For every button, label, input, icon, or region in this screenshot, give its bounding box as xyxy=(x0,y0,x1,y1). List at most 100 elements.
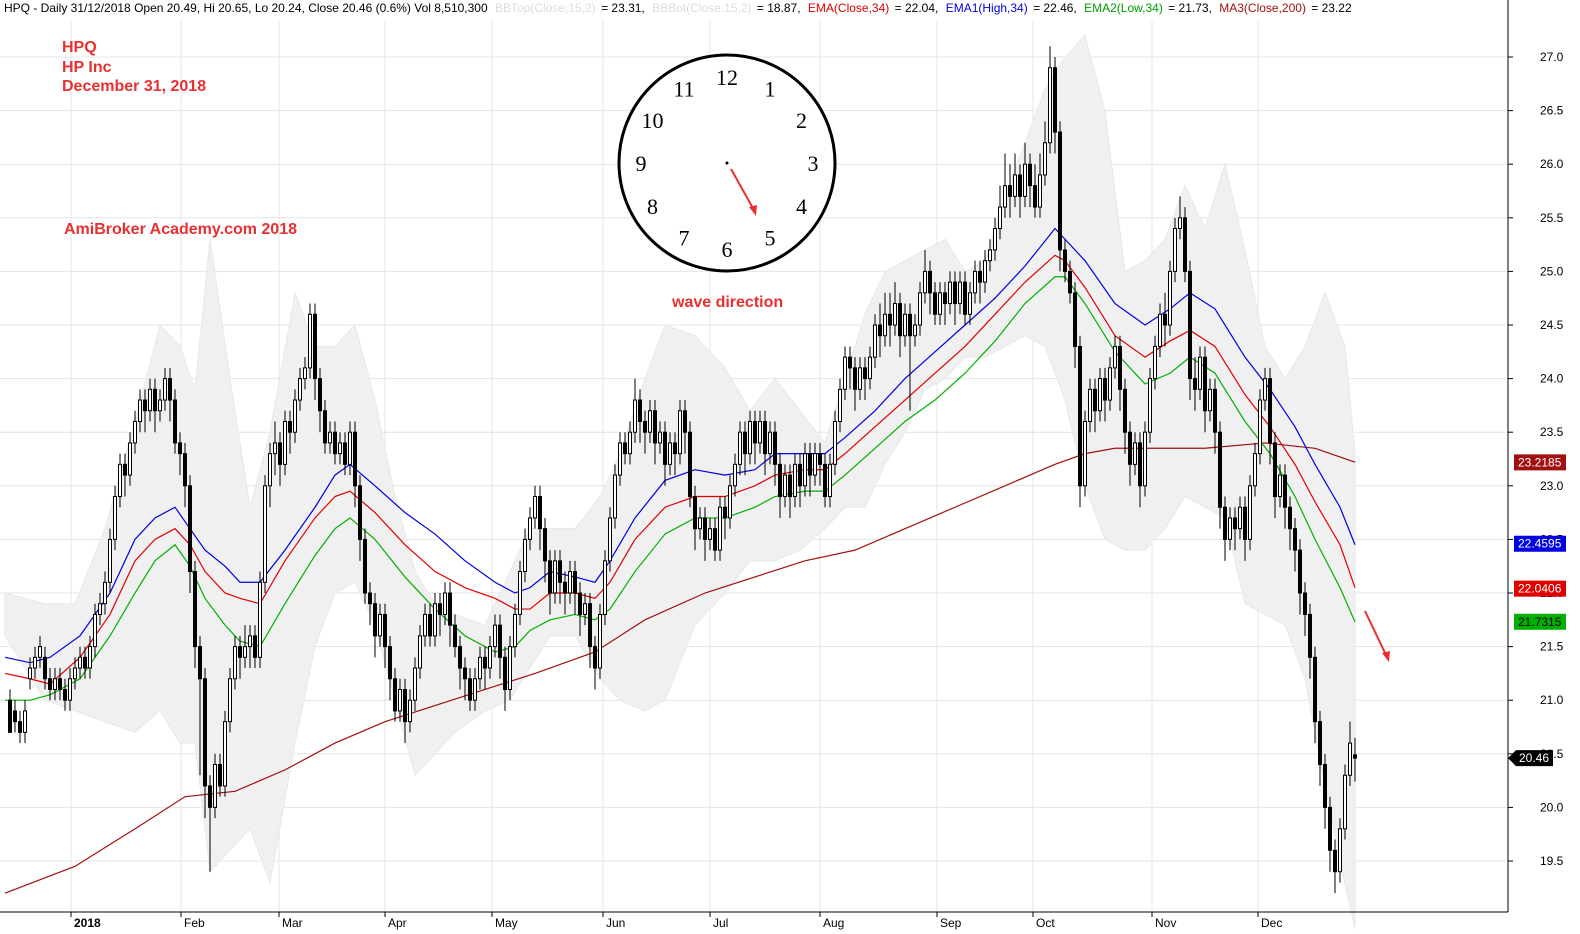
candle-body xyxy=(798,463,802,487)
watermark-label: AmiBroker Academy.com 2018 xyxy=(64,221,297,238)
candle-body xyxy=(503,656,507,690)
candle-body xyxy=(1238,506,1242,530)
candle-body xyxy=(393,678,397,712)
candle-body xyxy=(228,678,232,723)
candle-body xyxy=(1133,442,1137,465)
candle-body xyxy=(343,442,347,465)
candle-body xyxy=(203,678,207,787)
candle-body xyxy=(1178,217,1182,230)
candle-body xyxy=(888,313,892,326)
candle-body xyxy=(483,656,487,669)
candle-body xyxy=(313,313,317,380)
candle-body xyxy=(218,764,222,787)
candle-body xyxy=(818,453,822,465)
x-axis-months: 2018 Feb Mar Apr May Jun Jul Aug Sep Oct Nov Dec xyxy=(70,912,1282,930)
candle-body xyxy=(213,764,217,808)
candle-body xyxy=(1128,431,1132,465)
candle-body xyxy=(913,324,917,337)
candle-body xyxy=(803,453,807,487)
candle-body xyxy=(903,313,907,337)
y-tick-label: 21.5 xyxy=(1540,640,1564,654)
clock-number: 9 xyxy=(636,151,647,176)
candle-body xyxy=(433,603,437,637)
value-tags: 23.2185 22.4595 22.0406 21.7315 20.46 xyxy=(1508,454,1566,767)
x-tick-label: Apr xyxy=(388,916,407,930)
candle-body xyxy=(1048,67,1052,144)
candle-body xyxy=(1198,356,1202,390)
header-bbtop-value: = 23.31, xyxy=(601,1,645,15)
candle-body xyxy=(523,538,527,573)
candle-body xyxy=(1223,506,1227,540)
candle-body xyxy=(488,646,492,669)
candle-body xyxy=(153,388,157,412)
candle-body xyxy=(1348,742,1352,776)
candle-body xyxy=(848,356,852,369)
clock-number: 1 xyxy=(765,77,776,102)
value-tag-box xyxy=(1514,454,1566,471)
value-tag-close: 20.46 xyxy=(1508,750,1553,767)
candle-body xyxy=(923,270,927,294)
candle-body xyxy=(1173,228,1177,272)
y-tick-label: 20.0 xyxy=(1540,800,1564,814)
candle-body xyxy=(113,496,117,540)
candle-body xyxy=(753,420,757,444)
candle-body xyxy=(28,667,32,680)
candle-body xyxy=(18,721,22,733)
candle-body xyxy=(1163,313,1167,326)
candle-body xyxy=(1023,163,1027,197)
candle-body xyxy=(1333,849,1337,873)
candle-body xyxy=(348,431,352,465)
candle-body xyxy=(208,785,212,808)
candle-body xyxy=(718,506,722,551)
candle-body xyxy=(583,603,587,615)
candle-body xyxy=(1213,388,1217,433)
candle-body xyxy=(193,571,197,648)
candle-body xyxy=(1123,388,1127,433)
x-tick-label: Mar xyxy=(282,916,303,930)
candle-body xyxy=(1148,378,1152,433)
candle-body xyxy=(128,442,132,476)
candle-body xyxy=(323,410,327,444)
candle-body xyxy=(593,646,597,669)
candle-body xyxy=(793,463,797,498)
candle-body xyxy=(308,313,312,369)
candle-body xyxy=(1168,270,1172,326)
ema2-line xyxy=(5,276,1356,701)
candle-body xyxy=(748,420,752,455)
candle-body xyxy=(143,399,147,412)
date-label: December 31, 2018 xyxy=(62,78,206,95)
candle-body xyxy=(408,699,412,723)
candle-body xyxy=(123,463,127,476)
candle-body xyxy=(773,431,777,465)
candle-body xyxy=(878,324,882,337)
candle-body xyxy=(103,581,107,605)
x-tick-label: Nov xyxy=(1155,916,1176,930)
candle-body xyxy=(148,388,152,412)
candle-body xyxy=(1038,174,1042,208)
candle-body xyxy=(823,463,827,498)
candle-body xyxy=(1233,517,1237,530)
header-ema2-value: = 21.73, xyxy=(1168,1,1212,15)
candle-body xyxy=(893,303,897,326)
value-tag-ema2: 21.7315 xyxy=(1514,613,1566,630)
candle-body xyxy=(1093,388,1097,412)
candle-body xyxy=(328,431,332,444)
candle-body xyxy=(1028,163,1032,187)
clock-number: 8 xyxy=(647,194,658,219)
candle-body xyxy=(1088,388,1092,422)
candle-body xyxy=(93,613,97,648)
candle-body xyxy=(198,646,202,680)
candle-body xyxy=(403,688,407,723)
candle-body xyxy=(978,270,982,283)
candle-body xyxy=(178,442,182,455)
candle-body xyxy=(58,678,62,690)
value-tag-label: 20.46 xyxy=(1519,751,1549,765)
candle-body xyxy=(563,581,567,594)
candle-body xyxy=(8,699,12,733)
candle-body xyxy=(398,688,402,712)
candle-body xyxy=(158,399,162,412)
candle-body xyxy=(1113,345,1117,369)
candle-body xyxy=(1318,721,1322,766)
candle-body xyxy=(298,378,302,401)
header-bbbot-label: BBBot(Close,15,2) xyxy=(652,1,751,15)
